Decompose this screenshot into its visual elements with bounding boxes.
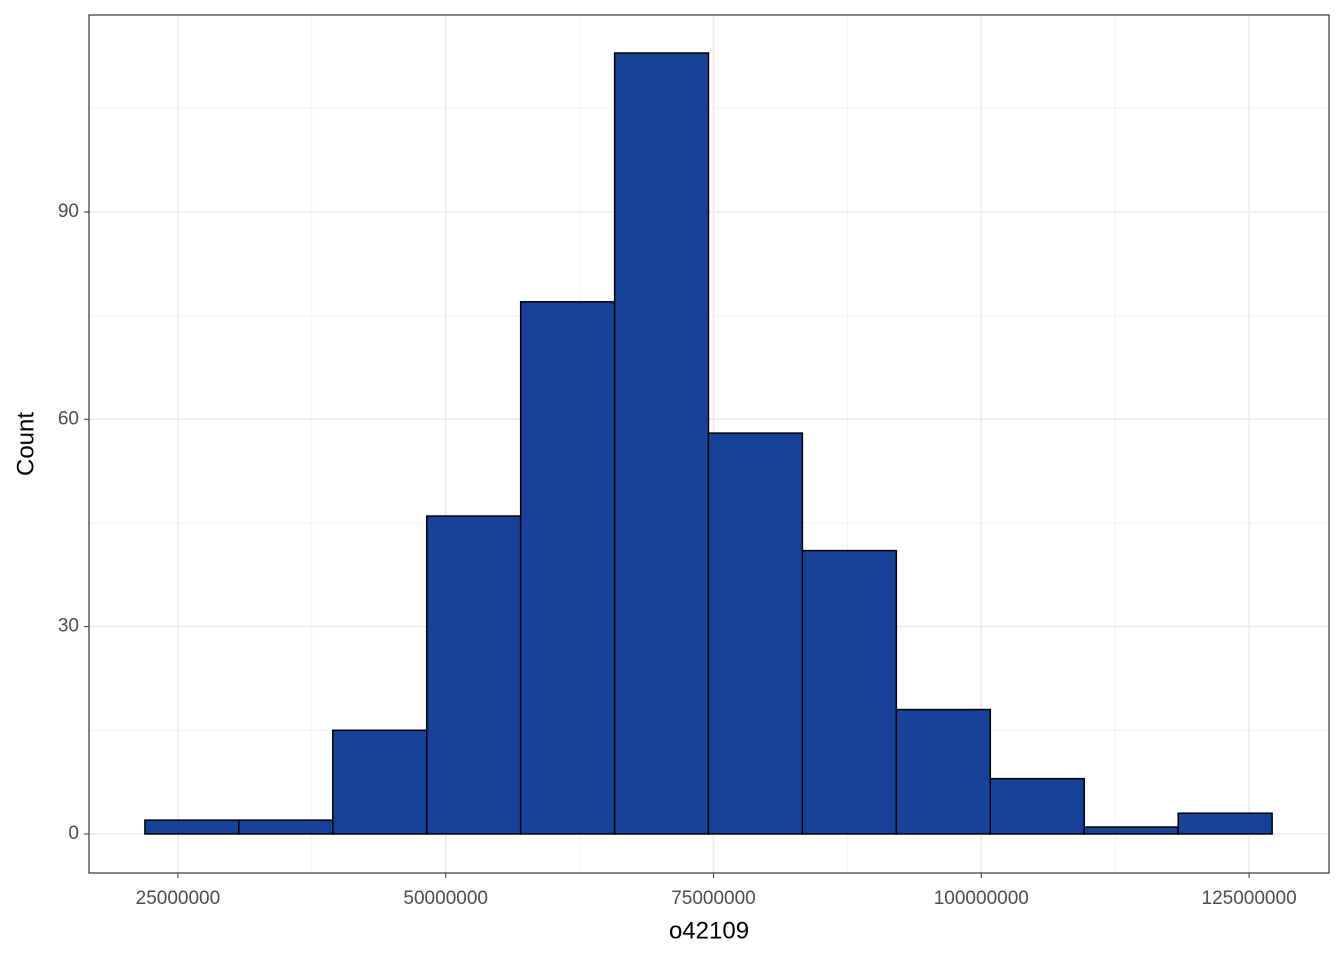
bar [989,777,1085,835]
bar [707,432,804,835]
bar [801,549,898,835]
bar [1083,826,1179,835]
x-tick-label: 125000000 [1202,888,1297,909]
y-tick-label: 30 [58,616,79,637]
x-tick-label: 100000000 [934,888,1029,909]
bar [332,729,428,835]
x-axis-title: o42109 [669,917,749,944]
y-tick-label: 90 [58,201,79,222]
x-tick-label: 75000000 [671,888,756,909]
x-tick-label: 50000000 [403,888,488,909]
plot-border [88,14,1330,874]
y-tick-label: 0 [68,823,79,844]
y-axis-title: Count [12,412,39,476]
x-tick-label: 25000000 [136,888,221,909]
bar [613,52,710,835]
bar [1177,812,1273,835]
bar [238,819,334,835]
y-tick-label: 60 [58,408,79,429]
bar [425,515,522,835]
bar [519,301,616,835]
bar [895,708,992,835]
bar [144,819,240,835]
